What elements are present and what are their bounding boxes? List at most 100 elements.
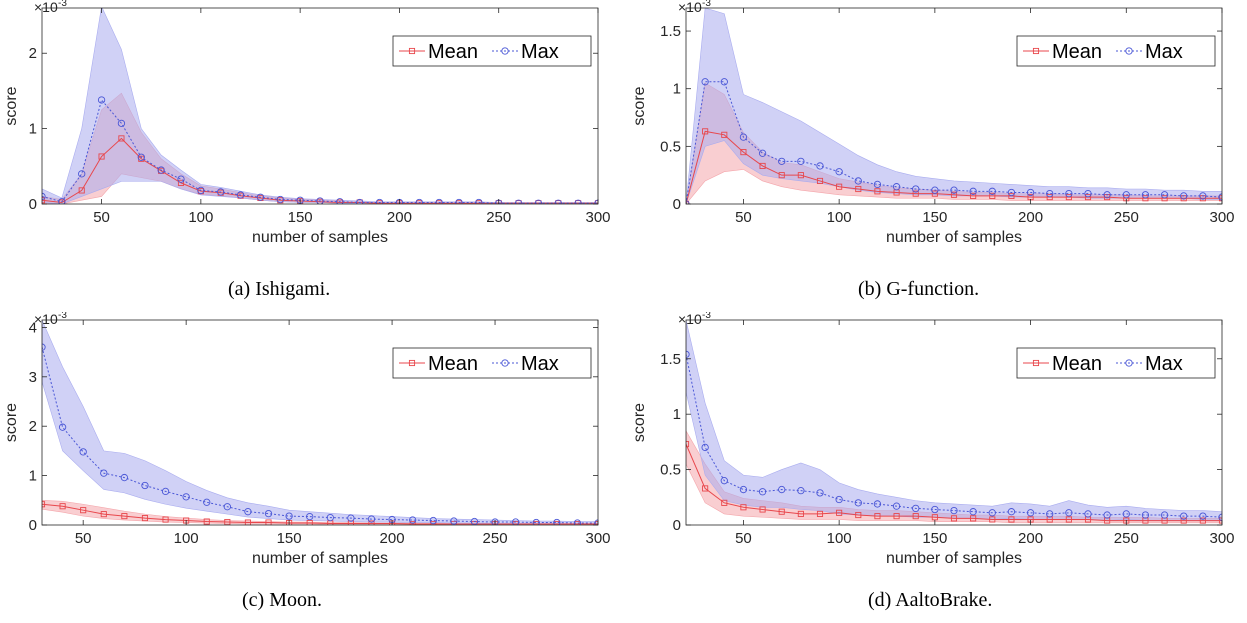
chart-a-point-mean (376, 200, 383, 204)
chart-a-point-mean (436, 200, 443, 204)
chart-d-point-mean (989, 516, 996, 523)
chart-d-point-mean (740, 504, 747, 511)
chart-d-point-max (1141, 511, 1150, 519)
chart-b-point-max (1103, 191, 1111, 199)
chart-c-legend-marker-max (501, 359, 509, 367)
chart-c-point-max (409, 516, 417, 524)
chart-d-y-scale-factor: ×10 (678, 312, 702, 327)
chart-a-point-mean (416, 200, 423, 204)
chart-d-point-max (1199, 512, 1207, 520)
chart-b-point-mean (759, 162, 766, 170)
chart-d-legend-label-mean: Mean (1052, 353, 1102, 375)
chart-b-plot: 50 100 150 200 250 300 0 0.5 1 1.5 ×10 -3 number of … (631, 0, 1235, 246)
chart-a-point-max (534, 199, 543, 204)
chart-c-point-max (450, 517, 458, 525)
chart-c-point-max (120, 473, 129, 482)
chart-b-point-mean (1046, 194, 1053, 201)
chart-c-point-max (58, 423, 67, 431)
chart-d-plot: 50 100 150 200 250 300 0 0.5 1 1.5 ×10 -3 number of … (631, 312, 1235, 567)
chart-d-point-max (835, 495, 843, 504)
chart-d-point-max (778, 485, 786, 494)
chart-b-point-max (701, 78, 709, 86)
chart-c-point-max (42, 343, 46, 351)
chart-d-point-max (950, 506, 958, 515)
chart-b-point-mean (778, 172, 785, 179)
chart-a-y-tick-label: 2 (29, 45, 37, 62)
chart-c-point-mean (368, 520, 375, 525)
chart-c-line-mean (42, 503, 598, 525)
chart-d-point-mean (721, 499, 728, 506)
chart-d-point-mean (836, 509, 843, 516)
chart-b-legend-label-max: Max (1145, 41, 1183, 63)
chart-c-legend-marker-mean (408, 359, 416, 367)
chart-d-y-scale-exponent: -3 (702, 312, 711, 321)
chart-a-x-tick-label: 300 (585, 209, 610, 226)
chart-d-point-max (854, 499, 862, 507)
chart-d-point-mean (702, 485, 709, 492)
chart-a-point-max (415, 198, 423, 204)
chart-b-point-max (1199, 192, 1207, 200)
chart-c-legend-label-max: Max (521, 353, 559, 375)
chart-b-point-mean (855, 185, 862, 193)
chart-a-legend-label-max: Max (521, 41, 559, 63)
chart-a-axes-frame (41, 7, 599, 205)
chart-d-point-max (686, 350, 690, 359)
chart-c-y-scale-factor: ×10 (34, 312, 58, 327)
chart-d-x-tick-label: 250 (1114, 530, 1139, 547)
chart-d-y-tick-label: 1.5 (660, 351, 681, 368)
chart-b-point-max (816, 162, 824, 170)
chart-d-y-axis-label: score (631, 403, 648, 442)
chart-c-point-max (285, 512, 293, 520)
chart-c-point-mean (409, 520, 416, 525)
chart-b-point-mean (989, 192, 996, 199)
chart-a-point-max (177, 175, 185, 183)
chart-b-point-max (912, 185, 920, 193)
chart-d-y-tick-label: 0 (673, 517, 681, 534)
chart-c-y-tick-label: 0 (29, 517, 37, 534)
chart-b-point-mean (950, 191, 958, 198)
chart-d-point-mean (1180, 517, 1187, 524)
chart-a-point-max (42, 192, 46, 201)
chart-c-point-max (306, 512, 314, 521)
chart-panel-b: 50 100 150 200 250 300 0 0.5 1 1.5 ×10 -3 number of … (624, 0, 1247, 311)
chart-b-point-max (988, 187, 996, 195)
chart-b-point-mean (1065, 194, 1072, 201)
chart-c-x-tick-label: 300 (585, 530, 610, 547)
chart-b-point-max (873, 180, 882, 189)
chart-b-point-max (835, 168, 843, 176)
chart-a-x-tick-label: 100 (188, 209, 213, 226)
chart-b-point-mean (740, 149, 747, 156)
chart-d-legend-label-max: Max (1145, 353, 1183, 375)
chart-c-point-max (511, 518, 520, 525)
chart-b-x-tick-label: 50 (735, 209, 752, 226)
chart-c-axes-frame (41, 319, 599, 526)
chart-a-point-max (574, 199, 582, 204)
chart-d-point-max (1007, 508, 1016, 516)
chart-a-point-max (78, 170, 86, 178)
chart-b-point-max (892, 183, 901, 191)
chart-b-point-max (854, 177, 862, 185)
chart-c-point-max (79, 448, 87, 456)
chart-b-line-mean (686, 130, 1222, 204)
chart-c-point-max (491, 518, 499, 525)
chart-a-point-mean (475, 200, 482, 204)
chart-b-point-mean (970, 192, 977, 199)
chart-b-point-max (778, 157, 786, 165)
chart-c-point-max (429, 516, 437, 525)
chart-c-point-mean (244, 519, 251, 525)
chart-c-caption: (c) Moon. (242, 589, 322, 611)
chart-d-point-max (1026, 509, 1035, 517)
chart-c-y-tick-label: 1 (29, 468, 37, 485)
chart-d-legend-marker-max (1125, 359, 1133, 367)
chart-d-point-mean (931, 514, 938, 521)
chart-b-x-axis-label: number of samples (886, 229, 1022, 246)
chart-b-legend-label-mean: Mean (1052, 41, 1102, 63)
chart-d-point-mean (778, 508, 785, 515)
chart-c-x-tick-label: 50 (75, 530, 92, 547)
chart-c-point-max (553, 518, 561, 525)
chart-d-caption: (d) AaltoBrake. (868, 589, 993, 611)
chart-d-point-max (1065, 509, 1073, 517)
chart-b-y-tick-label: 0.5 (660, 138, 681, 155)
chart-d-point-max (758, 488, 767, 496)
chart-d-x-tick-label: 150 (922, 530, 947, 547)
